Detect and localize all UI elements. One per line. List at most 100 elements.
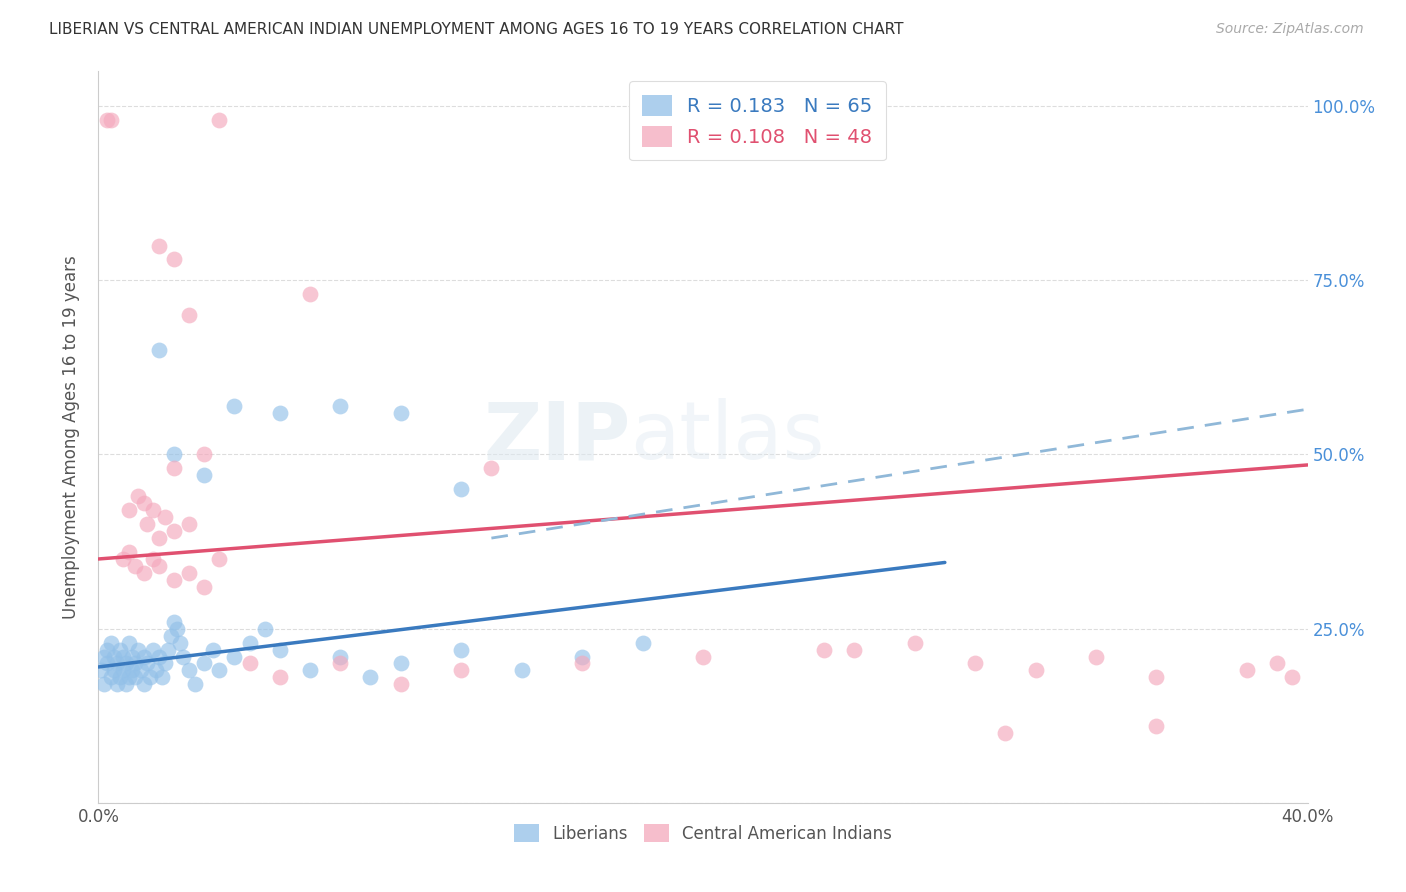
Point: [163, 524, 186, 538]
Point: [100, 670, 122, 684]
Point: [193, 448, 215, 462]
Point: [135, 517, 157, 532]
Point: [193, 468, 215, 483]
Point: [224, 649, 246, 664]
Point: [269, 642, 291, 657]
Point: [160, 629, 183, 643]
Point: [118, 635, 141, 649]
Point: [163, 448, 186, 462]
Point: [93, 677, 115, 691]
Point: [90, 664, 112, 678]
Point: [108, 642, 131, 657]
Point: [150, 670, 173, 684]
Point: [389, 406, 412, 420]
Point: [571, 649, 593, 664]
Point: [153, 510, 176, 524]
Point: [994, 726, 1017, 740]
Point: [156, 642, 179, 657]
Point: [111, 552, 134, 566]
Point: [1144, 670, 1167, 684]
Point: [208, 552, 231, 566]
Point: [224, 399, 246, 413]
Point: [208, 664, 231, 678]
Point: [127, 642, 149, 657]
Point: [118, 503, 141, 517]
Point: [153, 657, 176, 671]
Point: [121, 664, 143, 678]
Point: [118, 670, 141, 684]
Point: [163, 461, 186, 475]
Text: Source: ZipAtlas.com: Source: ZipAtlas.com: [1216, 22, 1364, 37]
Point: [105, 657, 128, 671]
Point: [329, 399, 352, 413]
Point: [124, 657, 146, 671]
Point: [124, 670, 146, 684]
Point: [132, 496, 155, 510]
Point: [103, 649, 125, 664]
Point: [360, 670, 382, 684]
Point: [114, 657, 136, 671]
Point: [329, 657, 352, 671]
Point: [389, 677, 412, 691]
Point: [139, 670, 162, 684]
Point: [127, 489, 149, 503]
Point: [571, 657, 593, 671]
Point: [100, 635, 122, 649]
Legend: Liberians, Central American Indians: Liberians, Central American Indians: [508, 818, 898, 849]
Point: [108, 670, 131, 684]
Text: LIBERIAN VS CENTRAL AMERICAN INDIAN UNEMPLOYMENT AMONG AGES 16 TO 19 YEARS CORRE: LIBERIAN VS CENTRAL AMERICAN INDIAN UNEM…: [49, 22, 904, 37]
Point: [148, 649, 170, 664]
Point: [269, 406, 291, 420]
Point: [450, 642, 472, 657]
Point: [844, 642, 866, 657]
Text: atlas: atlas: [630, 398, 825, 476]
Point: [93, 649, 115, 664]
Point: [163, 252, 186, 267]
Point: [179, 566, 201, 580]
Point: [965, 657, 987, 671]
Point: [179, 517, 201, 532]
Point: [148, 238, 170, 252]
Point: [132, 566, 155, 580]
Point: [1281, 670, 1303, 684]
Point: [450, 664, 472, 678]
Point: [96, 642, 118, 657]
Point: [193, 580, 215, 594]
Point: [389, 657, 412, 671]
Point: [142, 642, 165, 657]
Point: [329, 649, 352, 664]
Point: [208, 113, 231, 128]
Point: [166, 622, 188, 636]
Point: [179, 664, 201, 678]
Point: [299, 664, 322, 678]
Point: [132, 649, 155, 664]
Point: [163, 573, 186, 587]
Point: [1085, 649, 1108, 664]
Point: [253, 622, 276, 636]
Point: [813, 642, 835, 657]
Point: [114, 677, 136, 691]
Point: [1267, 657, 1289, 671]
Point: [481, 461, 503, 475]
Point: [692, 649, 714, 664]
Point: [299, 287, 322, 301]
Point: [145, 664, 167, 678]
Point: [1236, 664, 1258, 678]
Point: [450, 483, 472, 497]
Point: [148, 558, 170, 573]
Point: [239, 657, 262, 671]
Point: [105, 677, 128, 691]
Point: [118, 545, 141, 559]
Point: [163, 615, 186, 629]
Point: [631, 635, 654, 649]
Text: ZIP: ZIP: [484, 398, 630, 476]
Point: [184, 677, 207, 691]
Point: [172, 649, 194, 664]
Point: [1144, 719, 1167, 733]
Point: [100, 113, 122, 128]
Y-axis label: Unemployment Among Ages 16 to 19 years: Unemployment Among Ages 16 to 19 years: [62, 255, 80, 619]
Point: [904, 635, 927, 649]
Point: [1024, 664, 1046, 678]
Point: [169, 635, 191, 649]
Point: [103, 664, 125, 678]
